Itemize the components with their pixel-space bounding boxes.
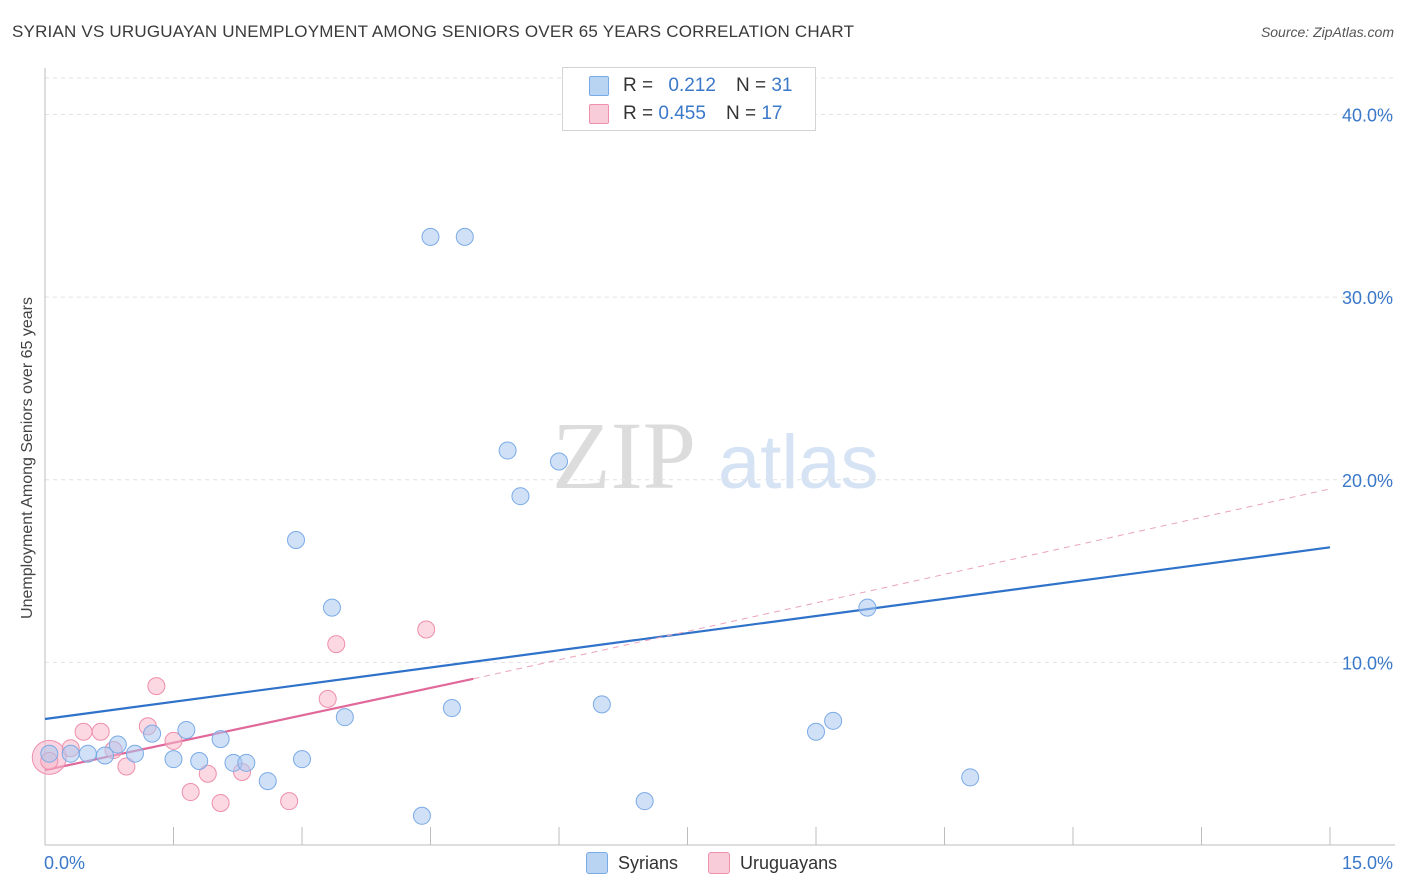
watermark-atlas: atlas xyxy=(718,420,879,505)
legend-n-label: N = xyxy=(735,75,767,96)
legend-n-value: 17 xyxy=(761,103,783,124)
uruguayans-point xyxy=(164,731,183,750)
legend-label-syrians: Syrians xyxy=(618,852,679,873)
syrians-point xyxy=(635,792,654,811)
syrians-point xyxy=(807,722,825,741)
syrians-point xyxy=(824,711,843,730)
syrians-point xyxy=(961,768,980,787)
watermark-zip: ZIP xyxy=(552,402,696,509)
legend-swatch-syrians xyxy=(589,76,609,96)
legend-swatch-uruguayans xyxy=(589,104,609,124)
legend-row-syrians: R = 0.212 N = 31 xyxy=(589,75,792,97)
legend-r-label: R = xyxy=(623,103,654,124)
correlation-legend: R = 0.212 N = 31 R = 0.455 N = 17 xyxy=(562,67,816,131)
syrians-point xyxy=(258,772,277,791)
y-tick-label: 30.0% xyxy=(1342,288,1393,308)
syrians-point xyxy=(177,720,196,739)
uruguayans-point xyxy=(318,689,337,708)
uruguayans-point xyxy=(280,792,299,811)
syrians-point xyxy=(455,227,474,246)
y-tick-label: 40.0% xyxy=(1342,106,1393,126)
syrians-point xyxy=(164,750,183,769)
uruguayans-trend-extension xyxy=(473,488,1331,680)
uruguayans-point xyxy=(211,793,230,812)
syrians-point xyxy=(125,744,144,763)
syrians-point xyxy=(190,751,209,770)
uruguayans-point xyxy=(74,722,93,741)
syrians-point xyxy=(95,746,114,765)
legend-n-value: 31 xyxy=(771,75,793,96)
legend-swatch-syrians xyxy=(586,852,608,874)
y-tick-label: 20.0% xyxy=(1342,471,1393,491)
syrians-point xyxy=(61,744,80,763)
syrians-point xyxy=(211,730,230,749)
legend-label-uruguayans: Uruguayans xyxy=(740,852,838,873)
syrians-point xyxy=(40,744,59,763)
uruguayans-point xyxy=(117,757,136,776)
syrians-point xyxy=(108,735,127,754)
syrians-point xyxy=(335,708,354,727)
uruguayans-point xyxy=(198,764,217,783)
syrians-point xyxy=(421,227,440,246)
syrians-point xyxy=(412,806,431,825)
legend-r-value: 0.455 xyxy=(658,103,706,124)
uruguayans-point xyxy=(417,620,436,639)
syrians-point xyxy=(498,441,517,460)
y-tick-label: 10.0% xyxy=(1342,653,1393,673)
legend-r-label: R = xyxy=(623,75,654,96)
syrians-point xyxy=(78,744,97,763)
chart-title: SYRIAN VS URUGUAYAN UNEMPLOYMENT AMONG S… xyxy=(12,22,855,41)
uruguayans-point xyxy=(91,722,110,741)
syrians-trend-line xyxy=(44,546,1331,721)
legend-swatch-uruguayans xyxy=(708,852,731,874)
uruguayans-point xyxy=(181,783,200,802)
legend-row-uruguayans: R = 0.455 N = 17 xyxy=(589,103,782,125)
syrians-point xyxy=(442,699,461,718)
uruguayans-point xyxy=(327,635,346,654)
legend-item-syrians[interactable]: Syrians xyxy=(586,852,678,874)
syrians-point xyxy=(287,531,306,550)
legend-r-value: 0.212 xyxy=(668,75,716,96)
x-tick-label-max: 15.0% xyxy=(1342,853,1393,873)
syrians-point xyxy=(550,452,568,471)
syrians-point xyxy=(592,695,611,714)
legend-n-label: N = xyxy=(725,103,757,124)
syrians-point xyxy=(293,750,311,769)
legend-item-uruguayans[interactable]: Uruguayans xyxy=(708,852,837,874)
source-label: Source: ZipAtlas.com xyxy=(1260,24,1394,40)
syrians-point xyxy=(237,753,256,772)
x-tick-label-min: 0.0% xyxy=(44,853,85,873)
syrians-point xyxy=(858,598,877,617)
syrians-point xyxy=(511,487,530,506)
series-legend: Syrians Uruguayans xyxy=(586,852,867,874)
uruguayans-point xyxy=(147,677,166,696)
syrians-point xyxy=(322,598,341,617)
syrians-point xyxy=(143,724,162,743)
